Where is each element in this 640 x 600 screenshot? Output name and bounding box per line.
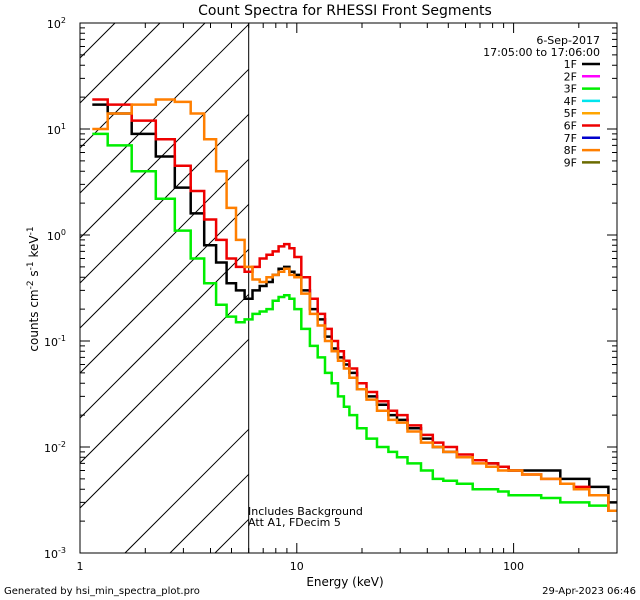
legend-label-9f: 9F bbox=[564, 156, 577, 169]
legend-label-4f: 4F bbox=[564, 95, 577, 108]
legend-label-7f: 7F bbox=[564, 132, 577, 145]
legend-label-2f: 2F bbox=[564, 70, 577, 83]
y-label-sup: -1 bbox=[26, 226, 36, 235]
annotation-background: Includes Background bbox=[248, 505, 363, 518]
y-tick-exponent: -1 bbox=[58, 334, 66, 343]
y-tick-base: 10 bbox=[47, 230, 61, 243]
plot-frame bbox=[79, 22, 618, 554]
y-label-part: s bbox=[27, 270, 41, 280]
y-tick-exponent: 1 bbox=[61, 122, 66, 131]
series-line-8f bbox=[92, 98, 617, 513]
x-tick-label: 1 bbox=[77, 560, 84, 573]
series-line-6f bbox=[92, 98, 617, 513]
series-line-3f bbox=[92, 132, 617, 513]
y-tick-base: 10 bbox=[44, 442, 58, 455]
x-axis-label: Energy (keV) bbox=[306, 575, 383, 589]
y-tick-label: 102 bbox=[47, 16, 66, 31]
footer-generated-by: Generated by hsi_min_spectra_plot.pro bbox=[4, 586, 200, 597]
y-tick-exponent: 0 bbox=[61, 228, 66, 237]
annotation-attenuator: Att A1, FDecim 5 bbox=[248, 516, 341, 529]
y-label-sup: -1 bbox=[26, 261, 36, 270]
y-label-part: keV bbox=[27, 235, 41, 262]
x-tick-label: 10 bbox=[290, 560, 304, 573]
y-label-sup: -2 bbox=[26, 280, 36, 289]
legend-label-5f: 5F bbox=[564, 107, 577, 120]
legend-label-8f: 8F bbox=[564, 144, 577, 157]
footer-timestamp: 29-Apr-2023 06:46 bbox=[542, 586, 636, 597]
y-tick-label: 10-2 bbox=[44, 440, 66, 455]
legend-time-range: 17:05:00 to 17:06:00 bbox=[483, 46, 600, 59]
y-tick-exponent: 2 bbox=[61, 16, 66, 25]
y-tick-exponent: -3 bbox=[58, 546, 66, 555]
y-tick-label: 100 bbox=[47, 228, 66, 243]
x-tick-label: 100 bbox=[503, 560, 524, 573]
y-tick-label: 101 bbox=[47, 122, 66, 137]
y-tick-base: 10 bbox=[44, 336, 58, 349]
y-axis-label: counts cm-2 s-1 keV-1 bbox=[26, 226, 41, 351]
y-tick-label: 10-1 bbox=[44, 334, 66, 349]
y-tick-exponent: -2 bbox=[58, 440, 66, 449]
x-tick-labels: 1 10 100 bbox=[77, 560, 525, 573]
y-label-part: counts cm bbox=[27, 289, 41, 351]
y-tick-label: 10-3 bbox=[44, 546, 66, 561]
chart-title: Count Spectra for RHESSI Front Segments bbox=[198, 3, 492, 19]
y-tick-base: 10 bbox=[47, 124, 61, 137]
series-group bbox=[92, 98, 617, 513]
legend-label-1f: 1F bbox=[564, 58, 577, 71]
legend-date: 6-Sep-2017 bbox=[536, 34, 600, 47]
y-tick-base: 10 bbox=[44, 548, 58, 561]
legend-label-3f: 3F bbox=[564, 83, 577, 96]
y-tick-base: 10 bbox=[47, 18, 61, 31]
legend-label-6f: 6F bbox=[564, 120, 577, 133]
